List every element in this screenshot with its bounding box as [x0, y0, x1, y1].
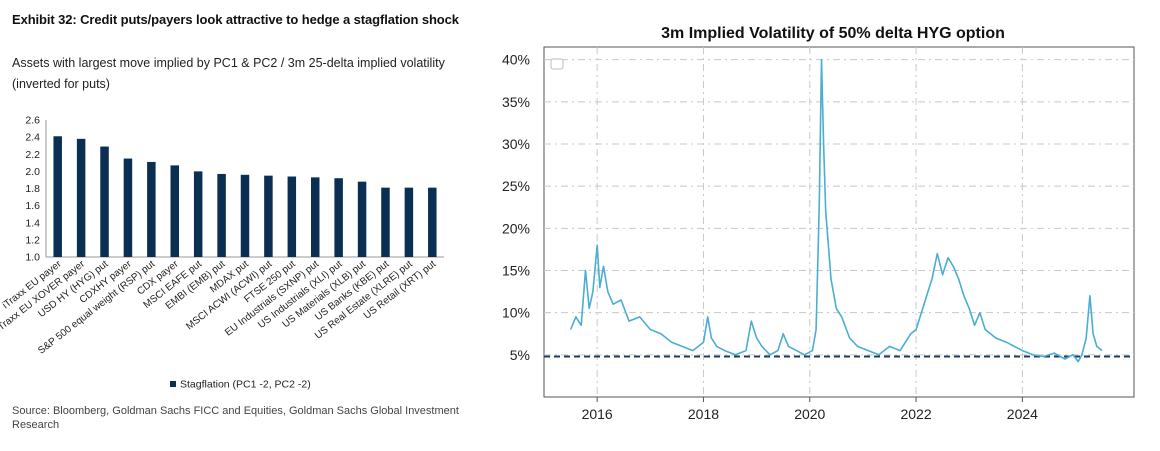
y-tick-label: 2.0 — [25, 166, 40, 178]
x-tick-label: 2016 — [582, 406, 613, 422]
y-tick-label: 1.4 — [25, 217, 40, 229]
y-tick-label: 10% — [502, 305, 530, 321]
y-tick-label: 2.6 — [25, 115, 40, 127]
bar — [53, 136, 62, 257]
y-tick-label: 25% — [502, 178, 530, 194]
bar — [334, 178, 343, 257]
y-tick-label: 1.2 — [25, 234, 40, 246]
bar — [357, 181, 367, 257]
chart-subtitle: Assets with largest move implied by PC1 … — [12, 56, 445, 91]
exhibit-title: Exhibit 32: Credit puts/payers look attr… — [12, 12, 459, 27]
bar — [170, 165, 180, 257]
legend-box — [550, 58, 564, 70]
bar — [240, 174, 250, 257]
y-tick-label: 1.6 — [25, 200, 40, 212]
bar — [310, 177, 320, 257]
bar — [264, 175, 273, 257]
y-tick-label: 15% — [502, 262, 530, 278]
bar — [76, 138, 86, 257]
bar — [287, 176, 297, 257]
x-tick-label: 2022 — [900, 406, 931, 422]
legend-swatch — [170, 381, 176, 387]
bar — [217, 173, 226, 257]
x-tick-label: 2018 — [688, 406, 719, 422]
y-tick-label: 30% — [502, 136, 530, 152]
x-tick-label: 2024 — [1007, 406, 1038, 422]
plot-frame — [543, 46, 1135, 398]
legend-label: Stagflation (PC1 -2, PC2 -2) — [180, 379, 311, 391]
bar — [123, 158, 133, 257]
y-tick-label: 35% — [502, 94, 530, 110]
y-tick-label: 2.2 — [25, 149, 40, 161]
y-tick-label: 40% — [502, 52, 530, 68]
y-tick-label: 5% — [510, 347, 530, 363]
volatility-series-line — [569, 58, 1103, 363]
line-chart: 3m Implied Volatility of 50% delta HYG o… — [502, 25, 1135, 422]
source-note: Source: Bloomberg, Goldman Sachs FICC an… — [12, 405, 459, 431]
bar — [381, 187, 390, 257]
bar — [404, 187, 414, 257]
bar — [147, 161, 156, 257]
y-tick-label: 20% — [502, 220, 530, 236]
bar — [100, 146, 109, 257]
left-panel: Exhibit 32: Credit puts/payers look attr… — [0, 0, 480, 451]
x-tick-label: 2020 — [794, 406, 825, 422]
y-tick-label: 1.8 — [25, 183, 40, 195]
bar — [428, 187, 437, 257]
y-tick-label: 2.4 — [25, 132, 40, 144]
bar — [193, 171, 203, 257]
y-tick-label: 1.0 — [25, 252, 40, 264]
line-chart-title: 3m Implied Volatility of 50% delta HYG o… — [661, 25, 1005, 42]
